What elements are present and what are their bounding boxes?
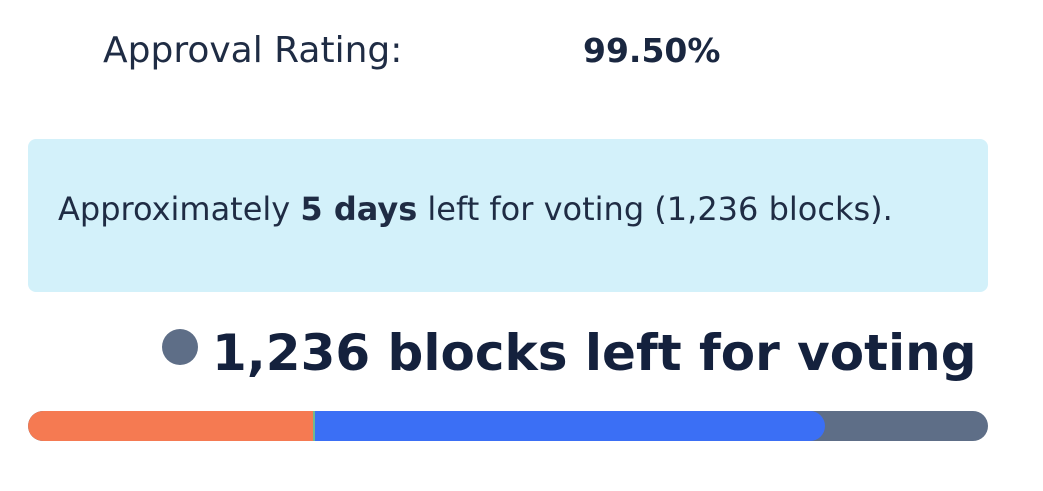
voting-days-left: 5 days: [300, 190, 418, 228]
blocks-left-status: 1,236 blocks left for voting: [162, 318, 977, 388]
voting-progress-bar: [28, 411, 988, 441]
voting-info-text: Approximately 5 days left for voting (1,…: [58, 187, 893, 231]
voting-info-alert: Approximately 5 days left for voting (1,…: [28, 139, 988, 292]
blocks-left-text: 1,236 blocks left for voting: [212, 324, 977, 382]
voting-info-suffix: left for voting (1,236 blocks).: [417, 190, 893, 228]
status-dot-icon: [162, 329, 198, 365]
approval-rating-value: 99.50%: [583, 31, 721, 70]
progress-segment-orange: [28, 411, 314, 441]
voting-info-prefix: Approximately: [58, 190, 301, 228]
approval-rating-row: Approval Rating: 99.50%: [103, 26, 803, 76]
approval-rating-label: Approval Rating:: [103, 30, 403, 71]
progress-segment-blue: [313, 411, 825, 441]
